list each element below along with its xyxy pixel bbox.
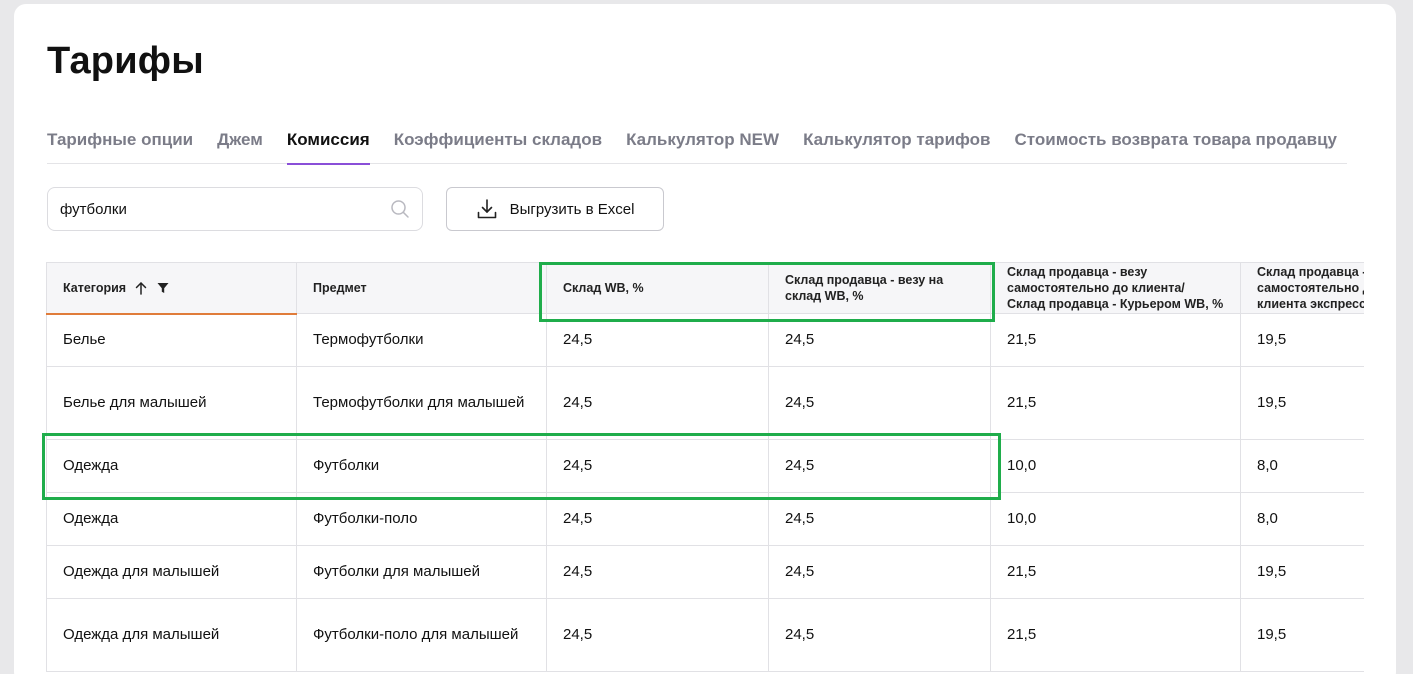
table-row[interactable]: Одежда для малышей Футболки-поло для мал… [46,598,1364,672]
cell-seller-express: 19,5 [1240,313,1364,367]
cell-seller-to-wb: 24,5 [768,439,991,493]
header-category[interactable]: Категория [46,262,297,315]
filter-icon[interactable] [156,281,170,295]
cell-category: Белье [46,313,297,367]
cell-seller-express: 19,5 [1240,366,1364,440]
search-value[interactable]: футболки [60,200,127,218]
commission-table: Категория Предмет Склад WB, % Склад [46,262,1364,672]
table-row[interactable]: Одежда Футболки 24,5 24,5 10,0 8,0 [46,439,1364,493]
cell-seller-to-client: 21,5 [990,366,1241,440]
cell-subject: Футболки [296,439,547,493]
cell-subject: Термофутболки для малышей [296,366,547,440]
tabs-bar: Тарифные опции Джем Комиссия Коэффициент… [47,130,1347,165]
table-row[interactable]: Одежда Футболки-поло 24,5 24,5 10,0 8,0 [46,492,1364,546]
cell-subject: Термофутболки [296,313,547,367]
table-row[interactable]: Одежда для малышей Футболки для малышей … [46,545,1364,599]
cell-category: Одежда для малышей [46,545,297,599]
cell-seller-to-wb: 24,5 [768,313,991,367]
cell-seller-to-client: 21,5 [990,598,1241,672]
download-icon [477,199,496,219]
cell-seller-express: 19,5 [1240,545,1364,599]
cell-subject: Футболки для малышей [296,545,547,599]
commission-table-container[interactable]: Категория Предмет Склад WB, % Склад [46,262,1364,674]
cell-seller-to-client: 10,0 [990,492,1241,546]
cell-seller-express: 8,0 [1240,439,1364,493]
cell-seller-to-client: 21,5 [990,313,1241,367]
tariffs-panel: Тарифы Тарифные опции Джем Комиссия Коэф… [14,4,1396,674]
cell-seller-to-client: 21,5 [990,545,1241,599]
header-wb-warehouse[interactable]: Склад WB, % [546,262,769,314]
tab-commission[interactable]: Комиссия [286,130,370,165]
tab-calculator-new[interactable]: Калькулятор NEW [626,130,780,149]
cell-subject: Футболки-поло [296,492,547,546]
export-button-label: Выгрузить в Excel [509,200,635,218]
cell-category: Одежда [46,492,297,546]
header-seller-to-wb[interactable]: Склад продавца - везу на склад WB, % [768,262,991,314]
tab-tariff-options[interactable]: Тарифные опции [47,130,194,149]
export-excel-button[interactable]: Выгрузить в Excel [446,187,664,231]
cell-subject: Футболки-поло для малышей [296,598,547,672]
cell-category: Одежда [46,439,297,493]
cell-seller-to-wb: 24,5 [768,545,991,599]
cell-seller-express: 19,5 [1240,598,1364,672]
cell-wb-warehouse: 24,5 [546,366,769,440]
cell-seller-to-wb: 24,5 [768,366,991,440]
table-header-row: Категория Предмет Склад WB, % Склад [46,262,1364,315]
cell-wb-warehouse: 24,5 [546,545,769,599]
cell-wb-warehouse: 24,5 [546,439,769,493]
header-seller-express[interactable]: Склад продавца - самостоятельно до клиен… [1240,262,1364,314]
page-title: Тарифы [47,40,204,82]
tab-return-cost[interactable]: Стоимость возврата товара продавцу [1014,130,1337,149]
header-seller-to-client[interactable]: Склад продавца - везу самостоятельно до … [990,262,1241,314]
cell-seller-to-wb: 24,5 [768,598,991,672]
sort-arrow-up-icon[interactable] [134,281,148,295]
search-input[interactable]: футболки [47,187,423,231]
cell-seller-to-client: 10,0 [990,439,1241,493]
tab-warehouse-coefficients[interactable]: Коэффициенты складов [393,130,603,149]
cell-wb-warehouse: 24,5 [546,313,769,367]
table-row[interactable]: Белье Термофутболки 24,5 24,5 21,5 19,5 [46,313,1364,367]
table-row[interactable]: Белье для малышей Термофутболки для малы… [46,366,1364,440]
header-category-label: Категория [63,280,127,295]
tab-jam[interactable]: Джем [217,130,263,149]
cell-seller-express: 8,0 [1240,492,1364,546]
header-subject[interactable]: Предмет [296,262,547,314]
search-icon[interactable] [390,199,410,219]
cell-wb-warehouse: 24,5 [546,492,769,546]
tab-tariff-calculator[interactable]: Калькулятор тарифов [803,130,991,149]
cell-seller-to-wb: 24,5 [768,492,991,546]
cell-category: Белье для малышей [46,366,297,440]
cell-wb-warehouse: 24,5 [546,598,769,672]
cell-category: Одежда для малышей [46,598,297,672]
